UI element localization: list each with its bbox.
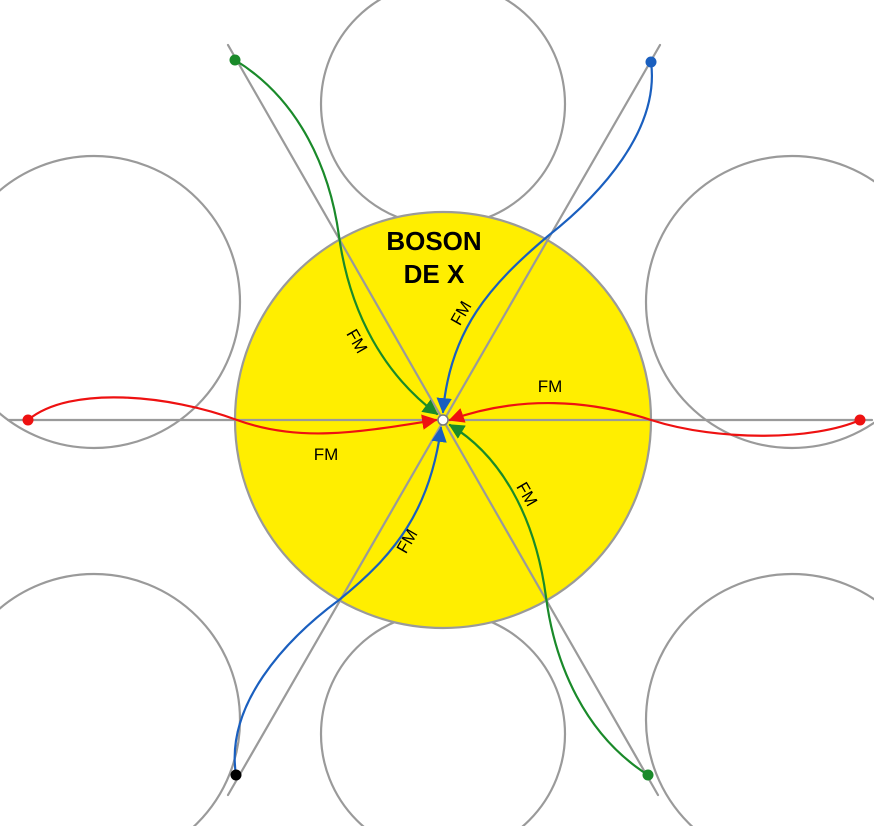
red-dot-right — [854, 414, 866, 426]
red-curve-right — [448, 401, 862, 437]
red-dot-left — [22, 414, 34, 426]
outer-circle-bottom — [319, 610, 567, 826]
field-curves — [26, 58, 862, 777]
outer-circle-upper-right — [644, 154, 874, 450]
outer-circle-lower-right — [644, 572, 874, 826]
fm-label-right: FM — [538, 377, 563, 396]
blue-curve-upper — [436, 60, 654, 414]
black-dot-bottom — [230, 769, 242, 781]
fm-label-left: FM — [314, 445, 339, 464]
outer-circle-lower-left — [0, 572, 242, 826]
title-line-2: DE X — [404, 259, 465, 289]
green-curve-upper — [233, 58, 439, 416]
blue-curve-lower — [233, 426, 447, 777]
outer-circle-top — [319, 0, 567, 228]
title-line-1: BOSON — [386, 226, 481, 256]
center-point — [437, 414, 449, 426]
blue-dot-top — [645, 56, 657, 68]
outer-circle-upper-left — [0, 154, 242, 450]
green-curve-lower — [448, 423, 650, 777]
endpoint-dots — [22, 54, 866, 781]
green-dot-bottom — [642, 769, 654, 781]
red-curve-left — [26, 396, 438, 435]
green-dot-top — [229, 54, 241, 66]
